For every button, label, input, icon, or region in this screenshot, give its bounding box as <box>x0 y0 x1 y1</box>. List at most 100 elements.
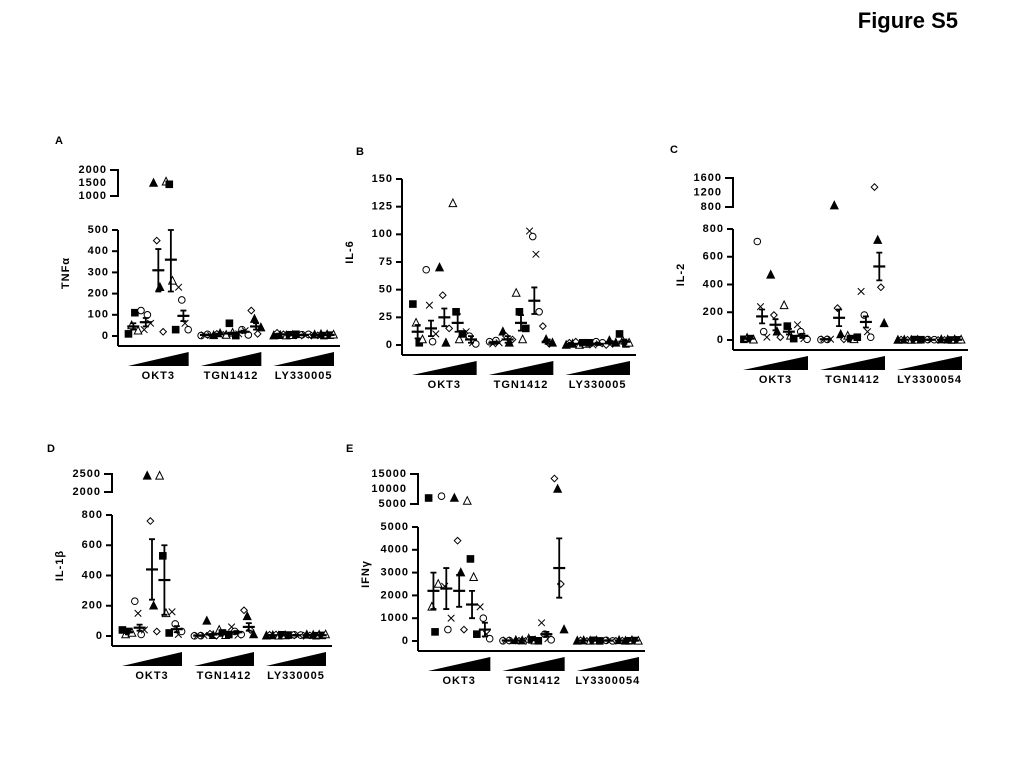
y-tick-label: 0 <box>386 339 393 351</box>
point <box>159 327 168 336</box>
point <box>165 629 173 637</box>
point <box>447 614 455 622</box>
point <box>425 301 434 309</box>
dose-wedge <box>576 657 639 671</box>
y-tick-label: 400 <box>703 278 724 290</box>
dose-wedge <box>743 356 808 370</box>
point <box>174 283 183 291</box>
point <box>168 608 176 616</box>
y-tick-label: 800 <box>701 201 722 213</box>
point <box>155 281 165 292</box>
group-label: TGN1412 <box>204 370 259 382</box>
y-tick-label: 200 <box>703 306 724 318</box>
y-tick-label: 75 <box>379 256 393 268</box>
y-tick-label: 1000 <box>381 612 409 624</box>
point <box>449 492 459 502</box>
y-tick-label: 400 <box>88 245 109 257</box>
point <box>485 634 494 643</box>
point <box>184 325 192 334</box>
dose-wedge <box>428 657 491 671</box>
panel: E 0 1000 2000 3000 4000 5000 5000 10000 15000 IFNγ… <box>346 443 645 687</box>
point <box>753 237 762 246</box>
point <box>498 326 508 336</box>
group-label: OKT3 <box>442 675 475 687</box>
point <box>517 334 528 344</box>
point <box>202 615 212 625</box>
y-axis-label: IFNγ <box>360 560 372 588</box>
point <box>148 600 159 610</box>
point <box>879 317 889 328</box>
y-tick-label: 2000 <box>381 589 409 601</box>
dose-wedge <box>273 352 334 366</box>
point <box>137 630 145 639</box>
point <box>559 624 569 634</box>
point <box>769 311 778 320</box>
point <box>225 319 234 328</box>
y-tick-label: 600 <box>82 539 103 551</box>
point <box>522 324 530 333</box>
y-tick-label: 800 <box>82 509 103 521</box>
y-tick-label: 1000 <box>79 190 107 202</box>
dose-wedge <box>412 361 477 375</box>
y-axis-upper <box>104 473 113 493</box>
point <box>459 625 468 634</box>
point <box>239 606 249 615</box>
group-label: OKT3 <box>428 379 461 391</box>
panel: B 0 25 50 75 100 125 150 IL-6 OKT3 TGN1412 LY330005 <box>344 146 636 391</box>
point <box>833 304 842 313</box>
y-axis-label: IL-1β <box>54 550 66 581</box>
y-tick-label: 100 <box>88 309 109 321</box>
point <box>615 330 624 338</box>
point <box>146 517 155 526</box>
point <box>140 325 148 334</box>
point <box>159 552 167 560</box>
point <box>789 334 798 343</box>
panel-letter: C <box>670 144 678 156</box>
point <box>154 470 165 480</box>
point <box>763 333 771 341</box>
group-label: LY330005 <box>275 370 333 382</box>
y-axis-label: IL-6 <box>344 240 356 264</box>
dose-wedge <box>820 356 885 370</box>
y-axis-upper <box>110 169 119 197</box>
point <box>422 265 431 274</box>
point <box>409 300 417 308</box>
y-tick-label: 200 <box>82 600 103 612</box>
dose-wedge <box>266 652 326 666</box>
y-tick-label: 1500 <box>79 177 107 189</box>
y-tick-label: 2000 <box>73 486 101 498</box>
point <box>866 333 875 342</box>
y-tick-label: 600 <box>703 251 724 263</box>
point <box>445 324 454 333</box>
figure-title: Figure S5 <box>858 8 958 33</box>
point <box>829 200 839 210</box>
y-tick-label: 800 <box>703 223 724 235</box>
y-tick-label: 4000 <box>381 544 409 556</box>
y-tick-label: 0 <box>717 334 724 346</box>
point <box>142 470 152 480</box>
point <box>528 232 537 241</box>
panel-letter: D <box>47 443 55 455</box>
point <box>253 329 262 338</box>
group-label: OKT3 <box>759 374 792 386</box>
y-tick-label: 15000 <box>371 468 407 480</box>
point <box>131 597 139 606</box>
point <box>876 283 885 292</box>
point <box>803 335 811 344</box>
y-tick-label: 2000 <box>79 164 107 176</box>
group-label: LY330005 <box>569 379 627 391</box>
y-tick-label: 100 <box>372 228 393 240</box>
point <box>424 494 433 502</box>
point <box>537 619 546 627</box>
y-tick-label: 125 <box>372 201 393 213</box>
point <box>438 291 447 300</box>
point <box>437 492 446 501</box>
dose-wedge <box>128 352 189 366</box>
point <box>448 197 458 208</box>
dose-wedge <box>194 652 254 666</box>
point <box>433 578 443 588</box>
y-tick-label: 2500 <box>73 468 101 480</box>
dose-wedge <box>565 361 630 375</box>
